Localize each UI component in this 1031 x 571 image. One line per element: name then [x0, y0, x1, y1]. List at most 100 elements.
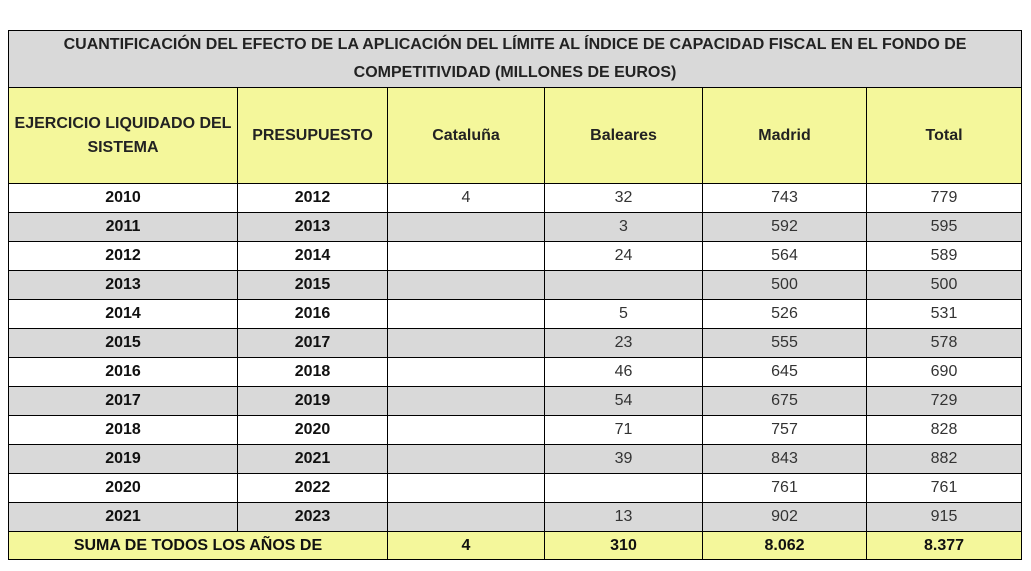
table-cell: 500	[702, 270, 867, 300]
data-row: 2013 2015 500 500	[8, 270, 1023, 300]
data-row: 2012 2014 24 564 589	[8, 241, 1023, 271]
footer-row: SUMA DE TODOS LOS AÑOS DE 4 310 8.062 8.377	[8, 531, 1023, 560]
table-cell: 761	[865, 473, 1023, 503]
table-cell: 2012	[8, 241, 238, 271]
footer-cell: 4	[387, 531, 545, 560]
table-cell: 2021	[8, 502, 238, 532]
table-cell: 592	[702, 212, 867, 242]
empty-cell	[387, 299, 545, 329]
column-header: PRESUPUESTO	[237, 87, 388, 184]
table-cell: 757	[702, 415, 867, 445]
table-container: CUANTIFICACIÓN DEL EFECTO DE LA APLICACI…	[7, 30, 1023, 560]
table-cell: 2016	[8, 357, 238, 387]
table-cell: 2015	[237, 270, 388, 300]
table-cell: 2019	[8, 444, 238, 474]
table-cell: 2013	[8, 270, 238, 300]
table-cell: 2010	[8, 183, 238, 213]
table-cell: 39	[544, 444, 703, 474]
data-row: 2014 2016 5 526 531	[8, 299, 1023, 329]
empty-cell	[387, 270, 545, 300]
table-cell: 2019	[237, 386, 388, 416]
table-cell: 3	[544, 212, 703, 242]
table-cell: 843	[702, 444, 867, 474]
data-row: 2011 2013 3 592 595	[8, 212, 1023, 242]
table-cell: 2014	[8, 299, 238, 329]
table-cell: 46	[544, 357, 703, 387]
empty-cell	[387, 357, 545, 387]
table-cell: 2020	[8, 473, 238, 503]
table-cell: 32	[544, 183, 703, 213]
footer-cell: 310	[544, 531, 703, 560]
table-title: CUANTIFICACIÓN DEL EFECTO DE LA APLICACI…	[7, 30, 1023, 88]
footer-cell: 8.062	[702, 531, 867, 560]
table-cell: 2018	[8, 415, 238, 445]
table-cell: 23	[544, 328, 703, 358]
empty-cell	[387, 415, 545, 445]
table-cell: 589	[865, 241, 1023, 271]
table-cell: 54	[544, 386, 703, 416]
table-body: CUANTIFICACIÓN DEL EFECTO DE LA APLICACI…	[7, 30, 1023, 560]
table-cell: 2011	[8, 212, 238, 242]
title-row: CUANTIFICACIÓN DEL EFECTO DE LA APLICACI…	[7, 30, 1023, 88]
column-header: Total	[865, 87, 1023, 184]
table-cell: 13	[544, 502, 703, 532]
table-cell: 564	[702, 241, 867, 271]
data-row: 2021 2023 13 902 915	[8, 502, 1023, 532]
table-cell: 882	[865, 444, 1023, 474]
data-row: 2019 2021 39 843 882	[8, 444, 1023, 474]
data-row: 2015 2017 23 555 578	[8, 328, 1023, 358]
table-cell: 578	[865, 328, 1023, 358]
table-cell: 2021	[237, 444, 388, 474]
table-cell: 2012	[237, 183, 388, 213]
column-header: Baleares	[544, 87, 703, 184]
table-cell: 690	[865, 357, 1023, 387]
table-cell: 2017	[8, 386, 238, 416]
table-cell: 2016	[237, 299, 388, 329]
table-cell: 915	[865, 502, 1023, 532]
table-cell: 828	[865, 415, 1023, 445]
table-cell: 675	[702, 386, 867, 416]
table-cell: 500	[865, 270, 1023, 300]
table-cell: 555	[702, 328, 867, 358]
data-table: CUANTIFICACIÓN DEL EFECTO DE LA APLICACI…	[7, 30, 1023, 560]
table-cell: 2015	[8, 328, 238, 358]
empty-cell	[387, 328, 545, 358]
table-cell: 2018	[237, 357, 388, 387]
table-cell: 526	[702, 299, 867, 329]
table-cell: 4	[387, 183, 545, 213]
table-cell: 2023	[237, 502, 388, 532]
empty-cell	[387, 444, 545, 474]
table-cell: 761	[702, 473, 867, 503]
table-cell: 531	[865, 299, 1023, 329]
empty-cell	[387, 386, 545, 416]
table-cell: 24	[544, 241, 703, 271]
table-cell: 71	[544, 415, 703, 445]
empty-cell	[387, 241, 545, 271]
table-cell: 2020	[237, 415, 388, 445]
footer-cell: 8.377	[865, 531, 1023, 560]
table-cell: 779	[865, 183, 1023, 213]
table-cell: 902	[702, 502, 867, 532]
table-cell: 595	[865, 212, 1023, 242]
data-row: 2016 2018 46 645 690	[8, 357, 1023, 387]
table-cell: 729	[865, 386, 1023, 416]
empty-cell	[387, 212, 545, 242]
table-cell: 2013	[237, 212, 388, 242]
empty-cell	[544, 270, 703, 300]
table-cell: 5	[544, 299, 703, 329]
data-row: 2020 2022 761 761	[8, 473, 1023, 503]
table-cell: 2017	[237, 328, 388, 358]
table-cell: 743	[702, 183, 867, 213]
empty-cell	[544, 473, 703, 503]
column-header: Madrid	[702, 87, 867, 184]
header-row: EJERCICIO LIQUIDADO DEL SISTEMA PRESUPUES…	[8, 87, 1023, 184]
column-header: Cataluña	[387, 87, 545, 184]
footer-label: SUMA DE TODOS LOS AÑOS DE	[8, 531, 388, 560]
table-cell: 2022	[237, 473, 388, 503]
table-cell: 2014	[237, 241, 388, 271]
column-header: EJERCICIO LIQUIDADO DEL SISTEMA	[8, 87, 238, 184]
empty-cell	[387, 473, 545, 503]
table-cell: 645	[702, 357, 867, 387]
data-row: 2010 2012 4 32 743 779	[8, 183, 1023, 213]
data-row: 2018 2020 71 757 828	[8, 415, 1023, 445]
